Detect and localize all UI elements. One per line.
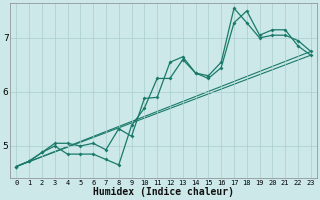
X-axis label: Humidex (Indice chaleur): Humidex (Indice chaleur)	[93, 187, 234, 197]
